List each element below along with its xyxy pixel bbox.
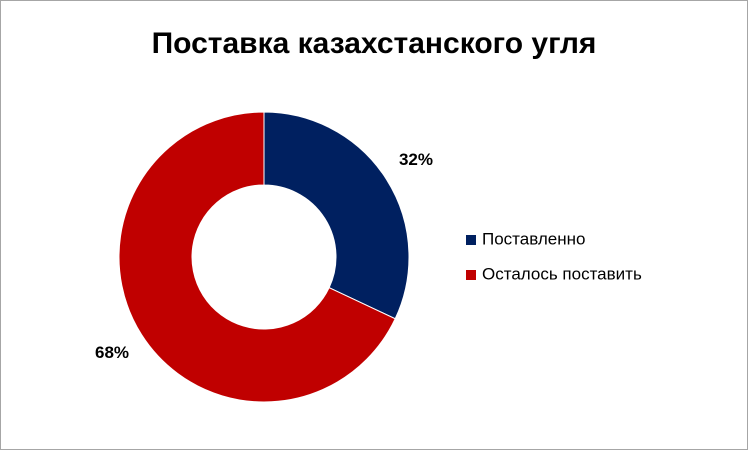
legend-swatch [466, 270, 476, 280]
donut-slice [118, 111, 396, 403]
legend-label: Поставленно [482, 229, 585, 248]
legend-label: Осталось поставить [482, 264, 642, 283]
legend-swatch [466, 235, 476, 245]
chart-title: Поставка казахстанского угля [152, 27, 597, 60]
data-label: 32% [399, 150, 433, 169]
data-label: 68% [95, 343, 129, 362]
donut-slice [263, 111, 410, 320]
